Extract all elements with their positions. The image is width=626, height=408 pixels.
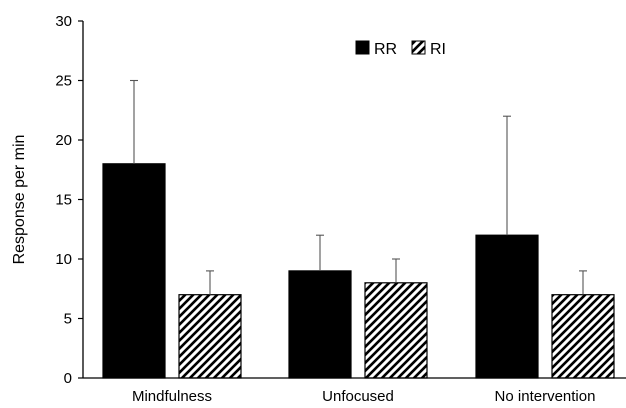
legend-swatch-ri — [411, 40, 426, 55]
bar-ri-unfocused — [364, 282, 428, 379]
y-tick-label: 25 — [55, 73, 72, 90]
error-bars-group — [130, 79, 587, 295]
bar-rr-unfocused — [288, 270, 352, 379]
bar-ri-mindfulness — [178, 294, 242, 379]
legend-swatch-rr — [355, 40, 370, 55]
y-tick-label: 20 — [55, 132, 72, 149]
y-tick-label: 30 — [55, 13, 72, 30]
y-tick-label: 0 — [64, 370, 72, 387]
bars-group — [102, 163, 615, 379]
ticks-group: 0 5 10 15 20 25 30 Mindfulness Unfocused No inter… — [55, 13, 595, 405]
y-tick-label: 5 — [64, 311, 72, 328]
x-category-label: Unfocused — [322, 388, 394, 405]
legend-label-rr: RR — [374, 41, 397, 58]
bar-ri-no-intervention — [551, 294, 615, 379]
y-tick-label: 15 — [55, 192, 72, 209]
legend-item-ri: RI — [411, 40, 446, 58]
y-axis-title: Response per min — [11, 135, 28, 265]
bar-rr-no-intervention — [475, 234, 539, 379]
legend: RR RI — [355, 40, 446, 58]
x-category-label: No intervention — [495, 388, 596, 405]
error-bar-ri-mindfulness — [206, 270, 214, 295]
error-bar-rr-mindfulness — [130, 79, 138, 164]
y-tick-label: 10 — [55, 251, 72, 268]
error-bar-ri-unfocused — [392, 258, 400, 283]
error-bar-rr-no-intervention — [503, 115, 511, 236]
error-bar-ri-no-intervention — [579, 270, 587, 295]
error-bar-rr-unfocused — [316, 234, 324, 271]
legend-item-rr: RR — [355, 40, 397, 58]
bar-rr-mindfulness — [102, 163, 166, 379]
legend-label-ri: RI — [430, 41, 446, 58]
x-category-label: Mindfulness — [132, 388, 212, 405]
